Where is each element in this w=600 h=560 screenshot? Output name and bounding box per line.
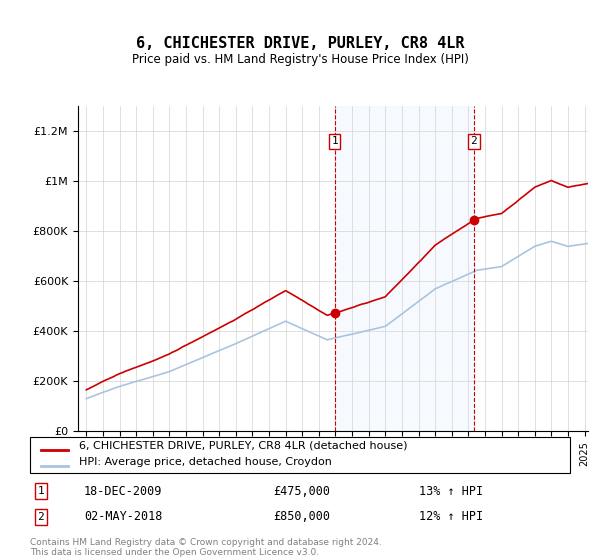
Bar bbox=[335, 106, 474, 431]
Text: Price paid vs. HM Land Registry's House Price Index (HPI): Price paid vs. HM Land Registry's House … bbox=[131, 53, 469, 66]
Text: 02-MAY-2018: 02-MAY-2018 bbox=[84, 510, 163, 524]
Text: 6, CHICHESTER DRIVE, PURLEY, CR8 4LR (detached house): 6, CHICHESTER DRIVE, PURLEY, CR8 4LR (de… bbox=[79, 441, 407, 451]
Text: 12% ↑ HPI: 12% ↑ HPI bbox=[419, 510, 483, 524]
Text: 2: 2 bbox=[470, 137, 478, 146]
Text: 13% ↑ HPI: 13% ↑ HPI bbox=[419, 484, 483, 498]
Text: 1: 1 bbox=[37, 486, 44, 496]
Text: 2: 2 bbox=[37, 512, 44, 522]
Text: £475,000: £475,000 bbox=[273, 484, 330, 498]
Text: Contains HM Land Registry data © Crown copyright and database right 2024.
This d: Contains HM Land Registry data © Crown c… bbox=[30, 538, 382, 557]
Text: 18-DEC-2009: 18-DEC-2009 bbox=[84, 484, 163, 498]
Text: 6, CHICHESTER DRIVE, PURLEY, CR8 4LR: 6, CHICHESTER DRIVE, PURLEY, CR8 4LR bbox=[136, 36, 464, 52]
Text: HPI: Average price, detached house, Croydon: HPI: Average price, detached house, Croy… bbox=[79, 457, 331, 467]
FancyBboxPatch shape bbox=[30, 437, 570, 473]
Text: £850,000: £850,000 bbox=[273, 510, 330, 524]
Text: 1: 1 bbox=[331, 137, 338, 146]
